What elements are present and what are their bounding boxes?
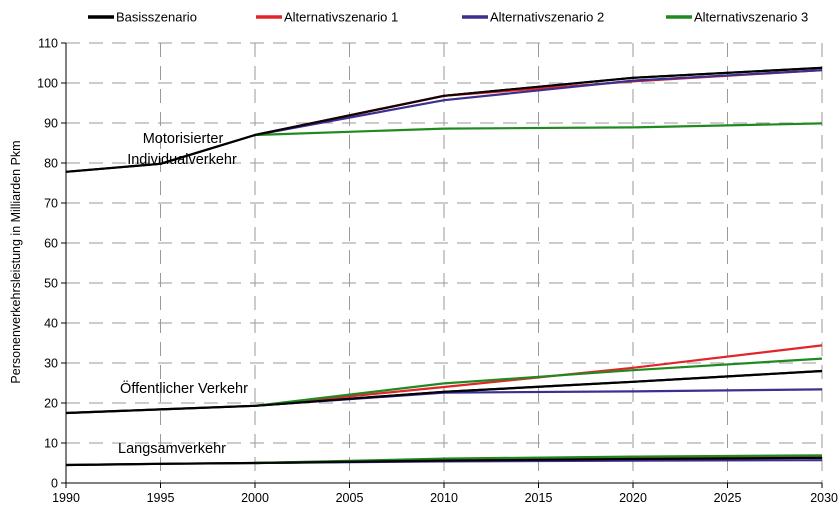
group-annotations: Motorisierter Individualverkehr Öffentlich… xyxy=(118,131,248,457)
group-annotation: Öffentlicher Verkehr xyxy=(120,379,248,397)
y-tick-label: 10 xyxy=(44,437,58,451)
y-tick-label: 0 xyxy=(51,477,58,491)
grid xyxy=(66,42,823,483)
series-line xyxy=(65,369,823,415)
y-tick-label: 100 xyxy=(37,77,58,91)
legend-label: Alternativszenario 2 xyxy=(490,10,604,25)
series-line xyxy=(254,357,823,407)
y-tick-label: 110 xyxy=(38,37,58,51)
legend: Basisszenario Alternativszenario 1 Alterna… xyxy=(88,10,808,25)
x-tick-label: 2025 xyxy=(714,491,742,505)
y-tick-label: 60 xyxy=(44,237,58,251)
legend-label: Basisszenario xyxy=(116,10,197,25)
group-annotation: Langsamverkehr xyxy=(118,441,226,457)
x-tick-label: 2020 xyxy=(619,491,647,505)
x-tick-label: 2030 xyxy=(810,491,838,505)
series-lines xyxy=(65,66,823,467)
x-tick-label: 2015 xyxy=(525,491,553,505)
x-tick-label: 2000 xyxy=(241,491,269,505)
y-tick-label: 30 xyxy=(44,357,58,371)
y-tick-label: 20 xyxy=(44,397,58,411)
x-tick-label: 2010 xyxy=(430,491,458,505)
x-tick-label: 2005 xyxy=(336,491,364,505)
y-tick-label: 50 xyxy=(44,277,58,291)
y-tick-label: 70 xyxy=(44,197,58,211)
series-line xyxy=(65,456,823,467)
y-tick-label: 90 xyxy=(44,117,58,131)
y-tick-label: 80 xyxy=(44,157,58,171)
series-line xyxy=(254,69,823,137)
series-line xyxy=(254,122,823,137)
legend-label: Alternativszenario 3 xyxy=(694,10,808,25)
y-tick-label: 40 xyxy=(44,317,58,331)
group-annotation: Motorisierter xyxy=(143,131,224,147)
legend-label: Alternativszenario 1 xyxy=(284,10,398,25)
x-tick-label: 1990 xyxy=(52,491,80,505)
y-axis-label: Personenverkehrsleistung in Milliarden P… xyxy=(9,140,23,383)
x-tick-label: 1995 xyxy=(147,491,175,505)
group-annotation: Individualverkehr xyxy=(127,152,237,168)
series-line xyxy=(65,66,823,173)
